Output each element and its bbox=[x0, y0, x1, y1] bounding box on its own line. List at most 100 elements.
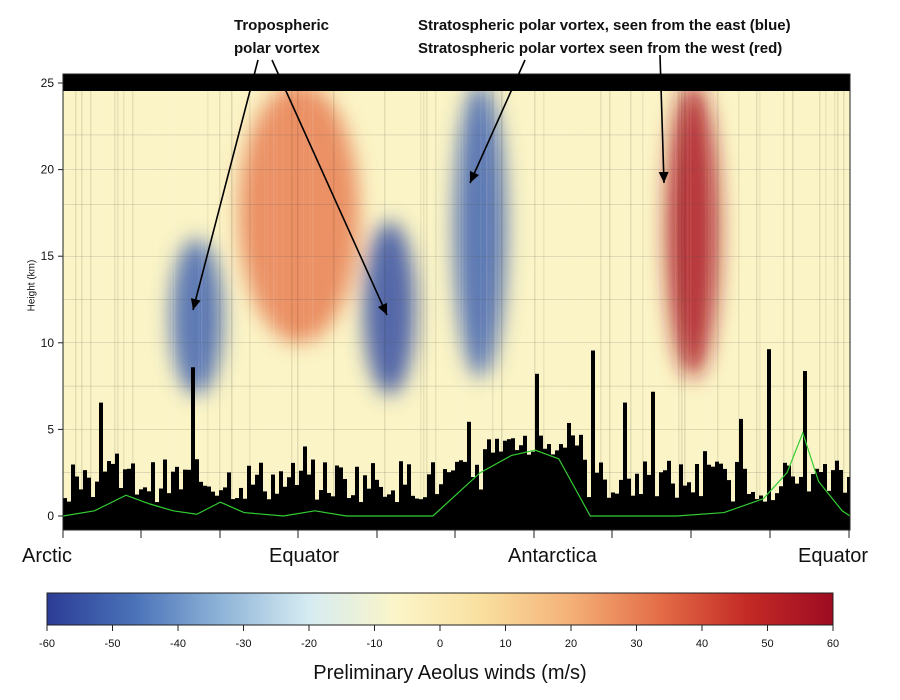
data-stripe bbox=[630, 74, 632, 530]
data-stripe bbox=[303, 74, 305, 530]
terrain-column bbox=[291, 462, 295, 530]
terrain-column bbox=[419, 499, 423, 530]
terrain-column bbox=[351, 495, 355, 530]
terrain-column bbox=[367, 488, 371, 530]
terrain-column bbox=[383, 496, 387, 530]
y-tick-label: 15 bbox=[41, 249, 55, 263]
data-stripe bbox=[657, 74, 659, 530]
colorbar-tick-label: -40 bbox=[170, 638, 186, 650]
colorbar-tick-label: 10 bbox=[499, 638, 512, 650]
tropospheric-annotation-line-1: Tropospheric bbox=[234, 17, 330, 34]
terrain-column bbox=[279, 471, 283, 530]
data-stripe bbox=[681, 74, 683, 530]
terrain-column bbox=[711, 466, 715, 530]
colorbar-tick-label: 0 bbox=[436, 638, 444, 650]
terrain-column bbox=[735, 461, 739, 530]
terrain-column bbox=[195, 459, 199, 530]
terrain-column bbox=[467, 421, 471, 530]
wind-feature-layer bbox=[170, 83, 719, 395]
colorbar-tick-label: -10 bbox=[366, 638, 383, 650]
terrain-column bbox=[707, 464, 711, 530]
data-stripe bbox=[276, 74, 278, 530]
annotation-arrow-line bbox=[192, 59, 259, 311]
terrain-column bbox=[611, 492, 615, 530]
terrain-column bbox=[619, 479, 623, 530]
wind-feature bbox=[170, 238, 223, 395]
data-stripe bbox=[717, 74, 719, 530]
terrain-column bbox=[511, 438, 515, 530]
terrain-column bbox=[183, 469, 187, 530]
data-stripe bbox=[84, 74, 86, 530]
data-stripe bbox=[450, 74, 452, 530]
terrain-column bbox=[719, 463, 723, 530]
data-stripe bbox=[618, 74, 620, 530]
terrain-column bbox=[219, 490, 223, 530]
terrain-column bbox=[247, 465, 251, 530]
data-stripe bbox=[93, 74, 95, 530]
data-stripe bbox=[819, 74, 821, 530]
terrain-column bbox=[127, 468, 131, 530]
data-stripe bbox=[132, 74, 134, 530]
data-stripe bbox=[492, 74, 494, 530]
terrain-column bbox=[243, 498, 247, 530]
terrain-column bbox=[275, 493, 279, 530]
terrain-column bbox=[623, 402, 627, 530]
terrain-column bbox=[791, 476, 795, 530]
terrain-column bbox=[559, 444, 563, 530]
data-stripe bbox=[543, 74, 545, 530]
data-stripe bbox=[309, 74, 311, 530]
data-stripe bbox=[114, 74, 116, 530]
terrain-column bbox=[839, 469, 843, 530]
terrain-column bbox=[743, 468, 747, 530]
data-stripe bbox=[102, 74, 104, 530]
terrain-column bbox=[627, 478, 631, 530]
terrain-column bbox=[155, 502, 159, 530]
data-stripe bbox=[108, 74, 110, 530]
terrain-column bbox=[131, 463, 135, 530]
terrain-column bbox=[783, 462, 787, 530]
data-stripe bbox=[519, 74, 521, 530]
data-stripe bbox=[684, 74, 686, 530]
data-stripe bbox=[90, 74, 92, 530]
colorbar-tick-label: 50 bbox=[761, 638, 774, 650]
terrain-column bbox=[459, 460, 463, 530]
terrain-column bbox=[167, 493, 171, 530]
terrain-column bbox=[635, 473, 639, 530]
terrain-column bbox=[771, 500, 775, 530]
region-label-equator-1: Equator bbox=[269, 545, 340, 567]
terrain-column bbox=[187, 469, 191, 530]
terrain-column bbox=[431, 462, 435, 530]
terrain-column bbox=[775, 493, 779, 530]
terrain-column bbox=[411, 495, 415, 530]
annotation-arrow-head bbox=[190, 298, 201, 310]
data-stripe bbox=[249, 74, 251, 530]
data-stripe bbox=[687, 74, 689, 530]
data-stripe bbox=[99, 74, 101, 530]
terrain-column bbox=[803, 371, 807, 530]
terrain-column bbox=[847, 476, 850, 530]
terrain-column bbox=[583, 459, 587, 530]
terrain-column bbox=[823, 464, 827, 530]
wind-feature bbox=[363, 221, 416, 395]
terrain-column bbox=[471, 477, 475, 530]
terrain-column bbox=[107, 461, 111, 530]
plot-frame bbox=[62, 73, 851, 531]
terrain-column bbox=[479, 489, 483, 530]
terrain-column bbox=[739, 418, 743, 530]
terrain-column bbox=[271, 474, 275, 530]
y-tick-label: 0 bbox=[47, 509, 54, 523]
terrain-column bbox=[259, 462, 263, 530]
data-stripe bbox=[117, 74, 119, 530]
y-tick-label: 10 bbox=[41, 336, 55, 350]
terrain-column bbox=[807, 491, 811, 530]
terrain-column bbox=[179, 489, 183, 530]
annotation-arrow-line bbox=[469, 59, 526, 184]
terrain-column bbox=[499, 451, 503, 530]
terrain-column bbox=[283, 486, 287, 530]
terrain-column bbox=[779, 486, 783, 530]
terrain-column bbox=[175, 466, 179, 530]
terrain-column bbox=[463, 461, 467, 530]
x-axis-ticks bbox=[62, 530, 850, 538]
terrain-column bbox=[255, 474, 259, 530]
data-stripe bbox=[711, 74, 713, 530]
